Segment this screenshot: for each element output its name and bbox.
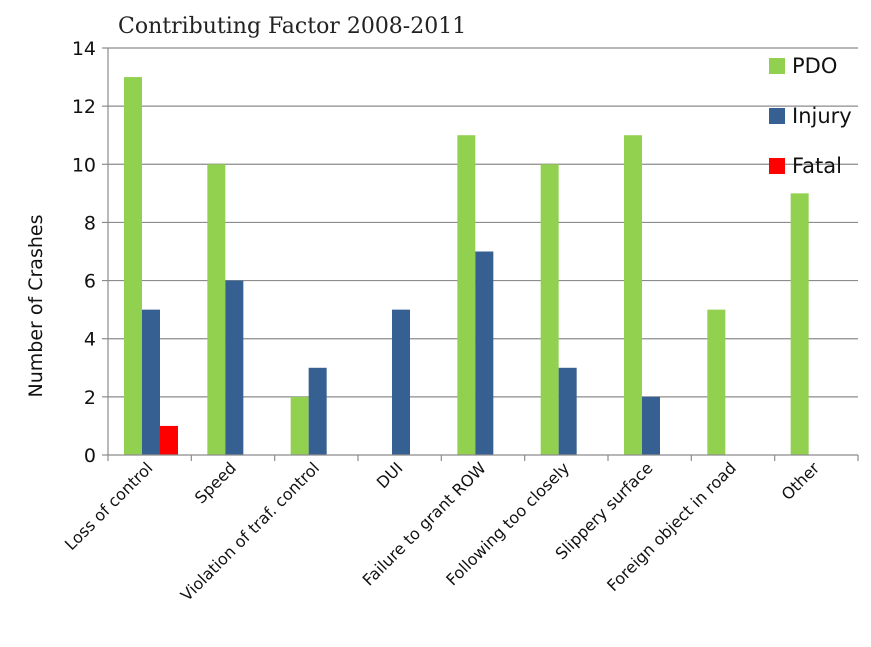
bars: [124, 77, 809, 456]
x-tick-label: Other: [778, 458, 824, 504]
bar-pdo: [124, 77, 142, 456]
legend-label-pdo: PDO: [792, 54, 837, 78]
bar-pdo: [790, 193, 809, 455]
x-tick-label: DUI: [373, 458, 407, 492]
axes: [107, 48, 858, 456]
bar-pdo: [624, 135, 642, 455]
y-axis-ticks: 0 2 4 6 8 10 12 14: [72, 38, 108, 467]
bar-pdo: [207, 164, 226, 456]
y-tick-label: 14: [72, 38, 96, 60]
legend-label-fatal: Fatal: [792, 154, 842, 178]
y-tick-label: 10: [72, 154, 96, 176]
x-tick-label: Speed: [191, 458, 240, 507]
y-tick-label: 12: [72, 96, 96, 118]
y-axis-label: Number of Crashes: [25, 215, 47, 398]
legend-label-injury: Injury: [792, 104, 852, 128]
legend-swatch-fatal: [769, 158, 785, 174]
y-tick-label: 8: [84, 212, 96, 234]
x-tick-label: Loss of control: [61, 458, 157, 554]
bar-pdo: [707, 309, 726, 455]
bar-injury: [475, 251, 494, 455]
y-tick-label: 6: [84, 271, 96, 293]
bar-fatal: [160, 425, 178, 455]
bar-injury: [392, 309, 410, 455]
legend-swatch-pdo: [769, 58, 785, 74]
bar-injury: [308, 367, 327, 455]
chart-title: Contributing Factor 2008-2011: [118, 14, 466, 39]
bar-injury: [225, 280, 244, 455]
bar-injury: [558, 367, 577, 455]
x-tick-label: Violation of traf. control: [177, 458, 323, 604]
bar-injury: [642, 396, 660, 455]
legend: PDO Injury Fatal: [769, 54, 852, 178]
y-tick-label: 0: [84, 445, 96, 467]
bar-pdo: [457, 135, 476, 455]
legend-swatch-injury: [769, 108, 785, 124]
y-tick-label: 2: [84, 387, 96, 409]
bar-pdo: [290, 396, 309, 455]
y-tick-label: 4: [84, 329, 96, 351]
bar-injury: [142, 309, 160, 455]
bar-pdo: [540, 164, 559, 456]
